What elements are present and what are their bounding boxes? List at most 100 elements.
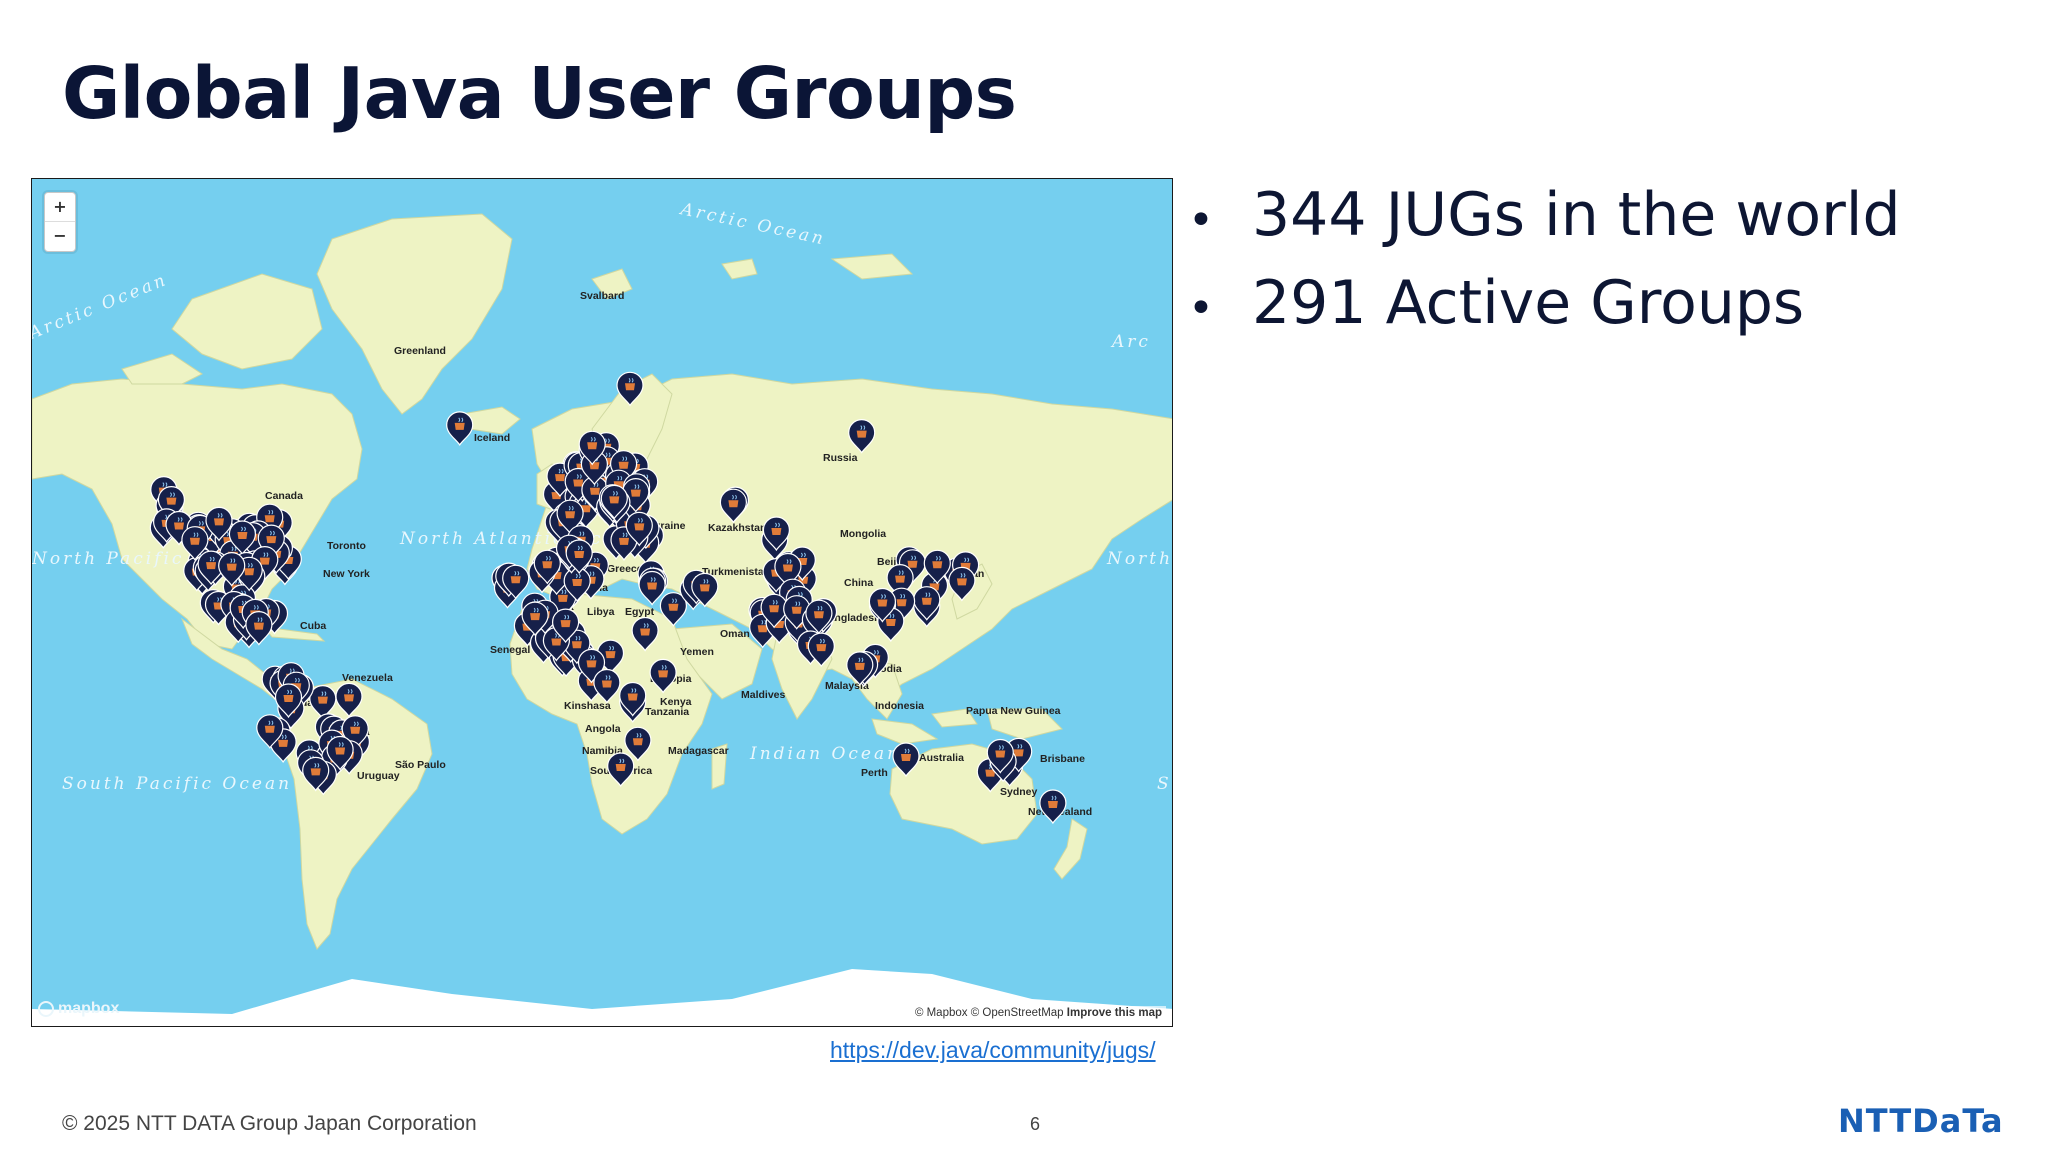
land-greenland bbox=[316, 213, 513, 415]
place-label: Kinshasa bbox=[564, 700, 611, 712]
jug-marker-icon[interactable] bbox=[335, 682, 363, 718]
jug-marker-icon[interactable] bbox=[556, 499, 584, 535]
place-label: China bbox=[844, 577, 873, 589]
land-arctic-islands bbox=[171, 273, 323, 370]
jug-marker-icon[interactable] bbox=[326, 735, 354, 771]
ntt-data-logo: NTTDaTa bbox=[1838, 1102, 2004, 1140]
slide-title: Global Java User Groups bbox=[62, 52, 1017, 135]
jug-markers[interactable] bbox=[149, 371, 1067, 825]
ocean-label: Arctic Ocean bbox=[32, 270, 171, 345]
jug-marker-icon[interactable] bbox=[948, 566, 976, 602]
jug-marker-icon[interactable] bbox=[892, 742, 920, 778]
place-label: Venezuela bbox=[342, 672, 393, 684]
jug-marker-icon[interactable] bbox=[805, 599, 833, 635]
place-label: Oman bbox=[720, 628, 750, 640]
place-label: Iceland bbox=[474, 432, 510, 444]
jug-marker-icon[interactable] bbox=[309, 685, 337, 720]
jug-marker-icon[interactable] bbox=[868, 587, 897, 623]
place-label: Angola bbox=[585, 723, 621, 735]
jug-marker-icon[interactable] bbox=[624, 726, 652, 762]
mapbox-logo[interactable]: mapbox bbox=[38, 1000, 119, 1018]
jug-marker-icon[interactable] bbox=[197, 550, 225, 586]
place-label: Sydney bbox=[1000, 786, 1038, 798]
bullet-item: • 291 Active Groups bbox=[1180, 268, 1901, 356]
place-label: São Paulo bbox=[395, 759, 446, 771]
jug-marker-icon[interactable] bbox=[659, 592, 688, 627]
jug-marker-icon[interactable] bbox=[256, 714, 284, 749]
jug-marker-icon[interactable] bbox=[846, 651, 874, 686]
mapbox-brand-text: mapbox bbox=[58, 1000, 120, 1017]
jug-marker-icon[interactable] bbox=[302, 756, 330, 792]
jug-marker-icon[interactable] bbox=[762, 516, 791, 552]
jug-marker-icon[interactable] bbox=[607, 752, 635, 788]
ocean-label: S Pa O bbox=[1157, 774, 1173, 794]
jug-marker-icon[interactable] bbox=[565, 539, 593, 575]
page-number: 6 bbox=[1030, 1114, 1041, 1134]
place-label: Papua New Guinea bbox=[966, 705, 1061, 717]
ocean-label: North Pacific Ocean bbox=[1106, 549, 1173, 569]
jug-marker-icon[interactable] bbox=[551, 608, 580, 644]
jug-marker-icon[interactable] bbox=[181, 526, 209, 561]
jug-marker-icon[interactable] bbox=[205, 506, 233, 542]
bullet-dot: • bbox=[1188, 195, 1214, 246]
jug-marker-icon[interactable] bbox=[619, 681, 647, 717]
place-label: Maldives bbox=[741, 689, 786, 701]
attribution-text[interactable]: © Mapbox © OpenStreetMap bbox=[914, 1007, 1064, 1019]
jug-marker-icon[interactable] bbox=[807, 632, 835, 668]
jug-marker-icon[interactable] bbox=[521, 601, 549, 637]
jug-marker-icon[interactable] bbox=[228, 520, 256, 556]
zoom-out-button[interactable]: − bbox=[45, 221, 75, 250]
place-label: Turkmenistan bbox=[702, 566, 770, 578]
jug-marker-icon[interactable] bbox=[760, 593, 788, 629]
jug-marker-icon[interactable] bbox=[446, 411, 474, 446]
jug-marker-icon[interactable] bbox=[533, 549, 561, 585]
jug-marker-icon[interactable] bbox=[649, 658, 677, 694]
ocean-label: South Pacific Ocean bbox=[62, 774, 292, 794]
place-label: Brisbane bbox=[1040, 753, 1085, 765]
jug-marker-icon[interactable] bbox=[616, 371, 644, 407]
jug-marker-icon[interactable] bbox=[274, 683, 303, 719]
place-label: Cuba bbox=[300, 620, 326, 632]
jug-marker-icon[interactable] bbox=[578, 430, 606, 466]
map-attribution: © Mapbox © OpenStreetMap Improve this ma… bbox=[910, 1006, 1166, 1020]
jug-marker-icon[interactable] bbox=[593, 668, 621, 704]
place-label: Kenya bbox=[660, 696, 692, 708]
jug-marker-icon[interactable] bbox=[631, 616, 659, 652]
place-label: Uruguay bbox=[357, 770, 400, 782]
place-label: Senegal bbox=[490, 644, 530, 656]
jug-marker-icon[interactable] bbox=[774, 552, 802, 588]
world-map[interactable]: Arctic Ocean Arctic Ocean Arc North Atla… bbox=[31, 178, 1173, 1027]
jug-marker-icon[interactable] bbox=[913, 586, 941, 621]
jug-marker-icon[interactable] bbox=[691, 572, 719, 608]
place-label: Mongolia bbox=[840, 528, 886, 540]
jugs-source-link[interactable]: https://dev.java/community/jugs/ bbox=[830, 1037, 1156, 1063]
place-label: Greenland bbox=[394, 345, 446, 357]
improve-map-link[interactable]: Improve this map bbox=[1066, 1007, 1162, 1019]
place-label: Svalbard bbox=[580, 290, 624, 302]
jug-marker-icon[interactable] bbox=[245, 611, 273, 646]
jug-marker-icon[interactable] bbox=[986, 738, 1014, 774]
jug-marker-icon[interactable] bbox=[848, 419, 876, 454]
bullet-item: • 344 JUGs in the world bbox=[1180, 180, 1901, 268]
land-antarctica bbox=[32, 969, 1172, 1026]
zoom-in-button[interactable]: + bbox=[53, 197, 67, 216]
mapbox-icon bbox=[38, 1001, 54, 1017]
jug-marker-icon[interactable] bbox=[719, 488, 748, 524]
jug-marker-icon[interactable] bbox=[638, 570, 666, 606]
jug-marker-icon[interactable] bbox=[218, 552, 246, 587]
land-madagascar bbox=[711, 743, 728, 790]
jug-marker-icon[interactable] bbox=[1039, 789, 1067, 825]
jug-marker-icon[interactable] bbox=[625, 511, 653, 547]
jug-marker-icon[interactable] bbox=[600, 484, 628, 520]
place-label: Namibia bbox=[582, 745, 623, 757]
zoom-control: + − bbox=[44, 192, 76, 252]
bullet-text: 291 Active Groups bbox=[1252, 268, 1805, 338]
place-label: Perth bbox=[861, 767, 888, 779]
place-label: Madagascar bbox=[668, 745, 729, 757]
jug-marker-icon[interactable] bbox=[502, 564, 530, 600]
jug-marker-icon[interactable] bbox=[923, 549, 951, 585]
place-label: Kazakhstan bbox=[708, 522, 766, 534]
place-label: Egypt bbox=[625, 606, 655, 618]
place-label: Greece bbox=[607, 563, 643, 575]
world-map-canvas[interactable]: Arctic Ocean Arctic Ocean Arc North Atla… bbox=[32, 179, 1173, 1027]
